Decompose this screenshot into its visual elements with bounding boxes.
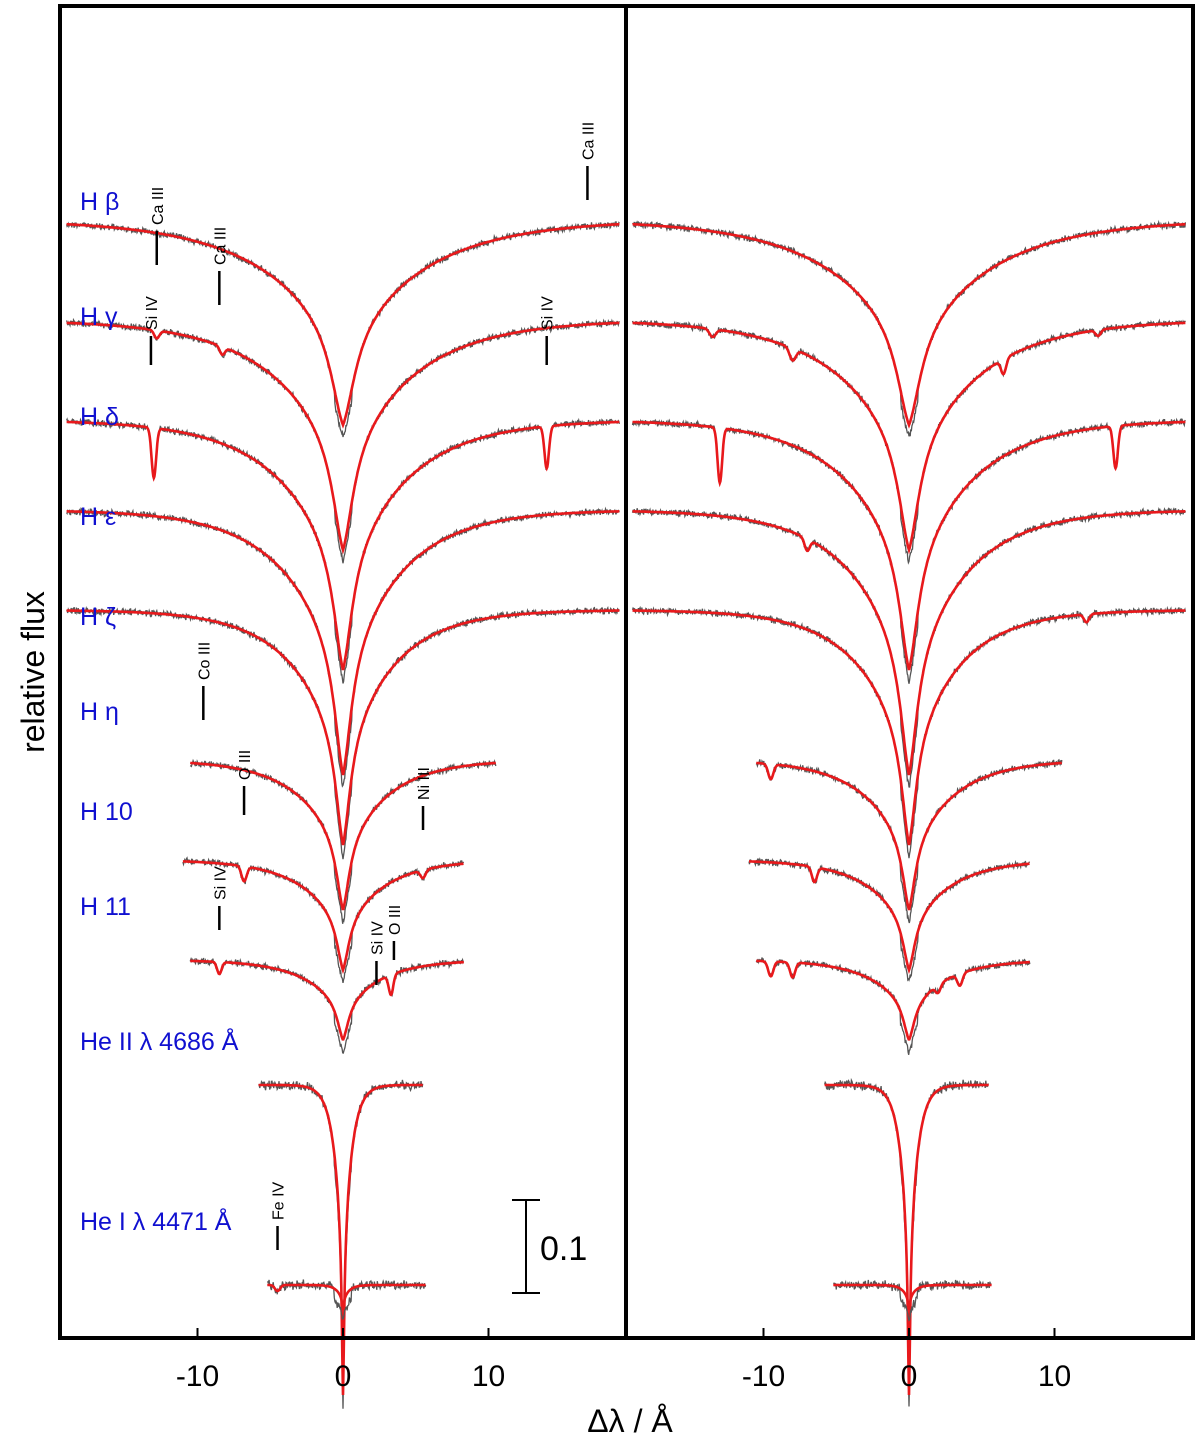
x-axis-title: Δλ / Å xyxy=(587,1403,673,1439)
x-tick-label: -10 xyxy=(176,1360,219,1393)
model-spectrum xyxy=(66,222,620,429)
ion-label: Ca III xyxy=(212,227,229,265)
line-label: H δ xyxy=(80,403,119,431)
observed-spectrum xyxy=(631,605,1187,859)
ion-label: Si IV xyxy=(540,296,557,330)
model-spectrum xyxy=(749,860,1030,975)
ion-label: Si IV xyxy=(144,296,161,330)
y-axis-title: relative flux xyxy=(15,591,51,753)
line-label: H 10 xyxy=(80,798,133,826)
model-spectrum xyxy=(267,1283,426,1311)
observed-spectrum xyxy=(748,857,1031,982)
observed-spectrum xyxy=(755,957,1031,1055)
ion-labels: Ca III Ca III Ca III Si IV Si IV Co III O III N… xyxy=(144,122,597,1250)
line-label: He II λ 4686 Å xyxy=(80,1026,239,1056)
ion-label: Ca III xyxy=(150,187,167,225)
model-spectrum xyxy=(833,1283,992,1311)
model-spectrum xyxy=(258,1083,423,1396)
model-spectrum xyxy=(632,321,1186,555)
model-spectrum xyxy=(756,959,1031,1041)
line-label: He I λ 4471 Å xyxy=(80,1206,232,1236)
model-spectrum xyxy=(190,959,465,1041)
line-label: H η xyxy=(80,698,119,726)
model-spectrum xyxy=(632,609,1186,846)
model-spectrum xyxy=(632,420,1186,671)
scale-bar-label: 0.1 xyxy=(540,1230,587,1268)
x-tick-label: 0 xyxy=(335,1360,352,1393)
model-spectrum xyxy=(189,761,497,911)
plot-area xyxy=(65,219,1187,1409)
line-label: H ε xyxy=(80,503,116,531)
x-tick-label: -10 xyxy=(742,1360,785,1393)
observed-spectrum xyxy=(66,606,620,860)
line-labels: H β H γ H δ H ε H ζ H η H 10 H 11 He II λ 4686 Å… xyxy=(80,188,239,1236)
x-tick-label: 0 xyxy=(901,1360,918,1393)
x-tick-label: 10 xyxy=(472,1360,505,1393)
scale-bar: 0.1 xyxy=(512,1199,587,1294)
ion-label: Fe IV xyxy=(271,1181,288,1220)
model-spectrum xyxy=(632,510,1186,776)
model-spectrum xyxy=(632,222,1186,429)
x-tick-label: 10 xyxy=(1038,1360,1071,1393)
ion-label: Ni III xyxy=(416,767,433,800)
model-spectrum xyxy=(66,321,620,555)
ion-label: Ca III xyxy=(580,122,597,160)
line-label: H γ xyxy=(80,303,118,331)
model-spectrum xyxy=(824,1083,989,1396)
ion-label: O III xyxy=(387,905,404,935)
ion-label: Si IV xyxy=(212,866,229,900)
ion-label: O III xyxy=(237,750,254,780)
model-spectrum xyxy=(755,761,1063,911)
x-axis-ticks: -10 0 10 -10 0 10 xyxy=(176,1328,1071,1393)
line-label: H 11 xyxy=(80,893,131,921)
ion-label: Co III xyxy=(196,642,213,680)
line-label: H β xyxy=(80,188,119,216)
model-spectrum xyxy=(66,510,620,776)
line-label: H ζ xyxy=(80,603,116,631)
model-spectrum xyxy=(66,420,620,671)
model-spectrum xyxy=(66,609,620,846)
model-spectrum xyxy=(182,860,464,975)
ion-label: Si IV xyxy=(369,921,386,955)
